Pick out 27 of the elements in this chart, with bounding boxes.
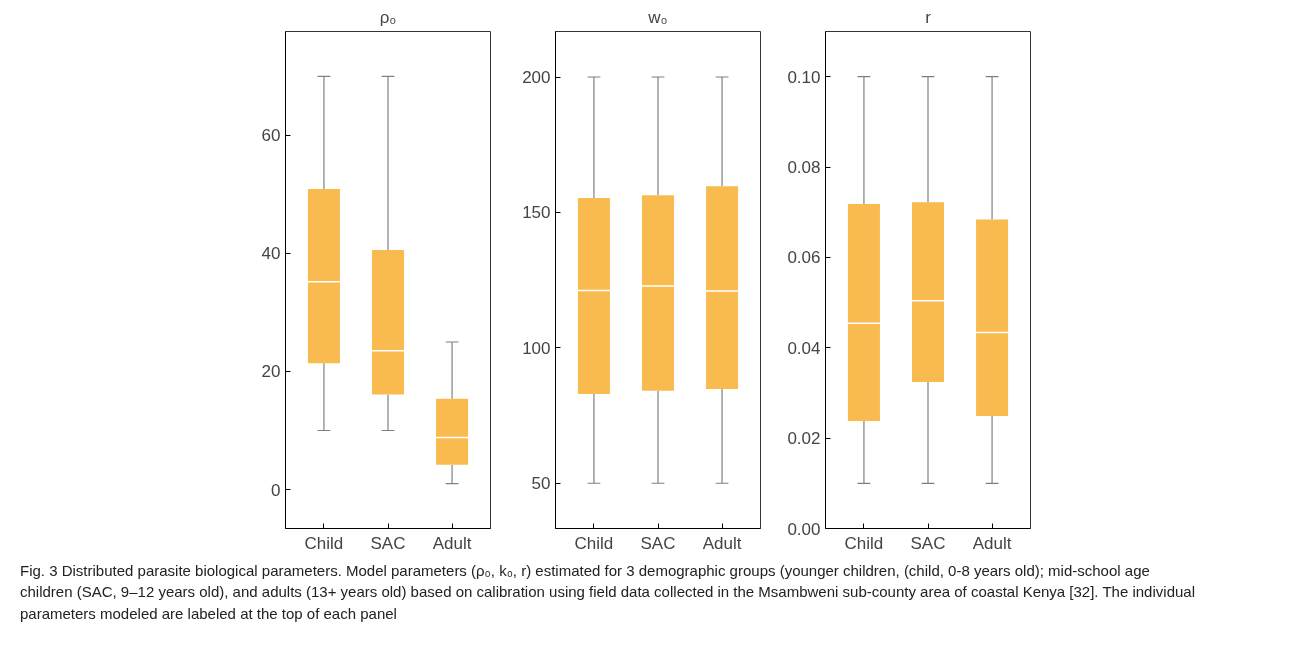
x-tick-label: Adult bbox=[972, 533, 1012, 553]
x-tick-label: SAC bbox=[910, 533, 946, 553]
x-tick-label: Adult bbox=[702, 533, 742, 553]
y-tick-label: 200 bbox=[522, 68, 551, 87]
x-tick-label: SAC bbox=[640, 533, 676, 553]
y-tick-label: 0.06 bbox=[787, 248, 821, 268]
chart-title: ρ₀ bbox=[379, 7, 397, 27]
y-tick-label: 60 bbox=[261, 126, 281, 146]
y-tick-label: 0.08 bbox=[787, 158, 821, 178]
y-tick-label: 100 bbox=[522, 338, 551, 358]
x-tick-label: SAC bbox=[370, 533, 406, 553]
y-tick-label: 0 bbox=[271, 480, 281, 500]
y-tick-label: 20 bbox=[261, 362, 281, 382]
x-tick-label: Child bbox=[574, 533, 614, 553]
caption: Fig. 3 Distributed parasite biological parameters. Model parameters (ρ₀, k₀, r) estimated for 3 demographic groups (younger children, (child, 0-8 years old); mid-school age children (SAC, 9–12 years old), and adults (13+ years old) based on calibration using field data collected in the Msambweni sub-county area of coastal Kenya [32]. The individual parameters modeled are labeled at the top of each panel bbox=[20, 561, 1196, 624]
y-tick-label: 0.10 bbox=[787, 67, 821, 87]
y-tick-label: 0.00 bbox=[787, 519, 821, 539]
x-tick-label: Child bbox=[304, 533, 344, 553]
y-tick-label: 40 bbox=[261, 244, 281, 264]
x-tick-label: Adult bbox=[432, 533, 472, 553]
y-tick-label: 150 bbox=[522, 203, 551, 223]
x-tick-label: Child bbox=[844, 533, 884, 553]
y-tick-label: 0.02 bbox=[787, 429, 821, 449]
y-tick-label: 50 bbox=[531, 474, 551, 494]
chart-title: w₀ bbox=[647, 7, 668, 27]
chart-title: r bbox=[925, 7, 932, 27]
y-tick-label: 0.04 bbox=[787, 338, 821, 358]
